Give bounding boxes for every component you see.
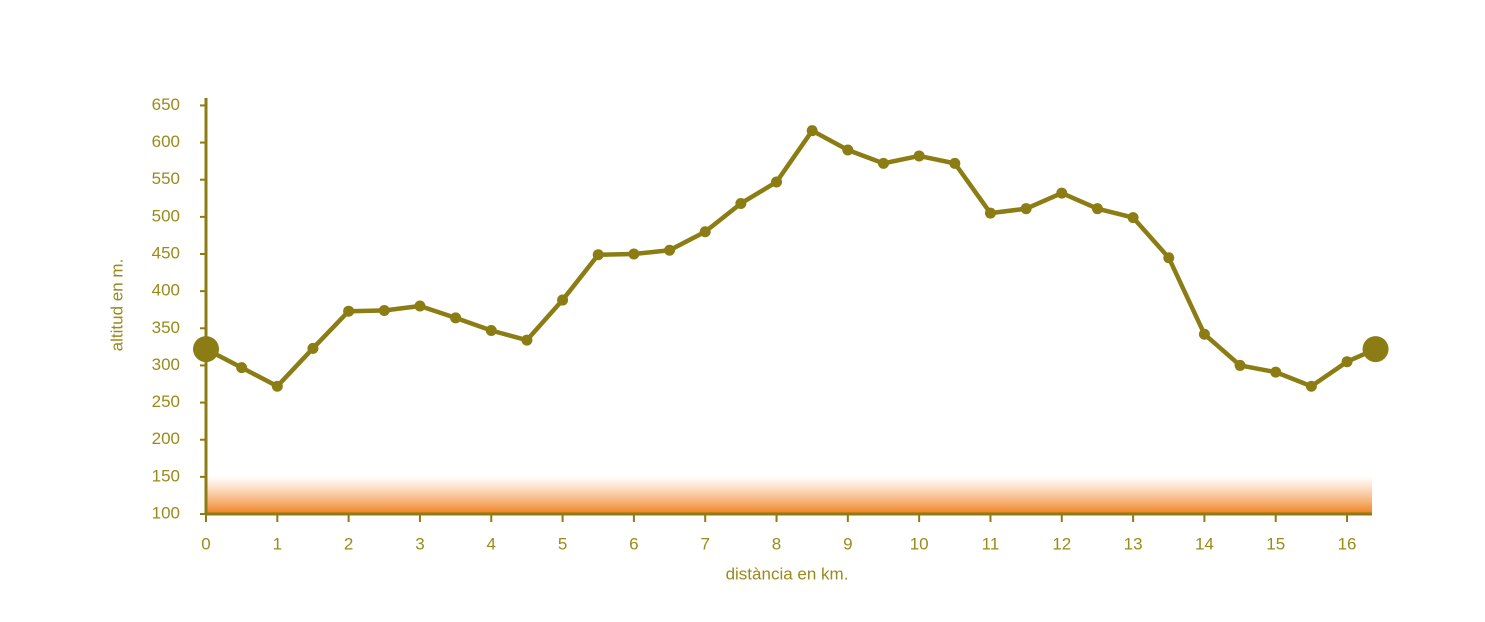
y-tick-label: 450	[152, 243, 180, 262]
x-tick-label: 16	[1338, 534, 1357, 553]
point	[343, 305, 355, 317]
point	[414, 300, 426, 312]
point	[1234, 359, 1246, 371]
point	[271, 380, 283, 392]
x-tick-label: 1	[273, 534, 282, 553]
point	[806, 125, 818, 137]
point	[521, 334, 533, 346]
y-tick-label: 600	[152, 132, 180, 151]
x-axis-label: distància en km.	[726, 564, 849, 583]
y-tick-label: 650	[152, 95, 180, 114]
y-tick-label: 250	[152, 392, 180, 411]
point	[592, 249, 604, 261]
endpoint-marker	[1362, 336, 1389, 363]
x-tick-label: 4	[487, 534, 496, 553]
y-tick-label: 550	[152, 169, 180, 188]
y-tick-label: 150	[152, 466, 180, 485]
point	[557, 294, 569, 306]
point	[877, 157, 889, 169]
y-tick-label: 350	[152, 318, 180, 337]
point	[1305, 380, 1317, 392]
point	[1163, 252, 1175, 264]
x-tick-label: 5	[558, 534, 567, 553]
point	[450, 312, 462, 324]
y-tick-label: 400	[152, 281, 180, 300]
point	[1127, 212, 1139, 224]
x-tick-label: 10	[910, 534, 929, 553]
x-tick-label: 3	[415, 534, 424, 553]
x-tick-label: 2	[344, 534, 353, 553]
y-axis-label: altitud en m.	[107, 259, 126, 352]
point	[236, 362, 248, 374]
x-tick-label: 15	[1266, 534, 1285, 553]
line	[204, 128, 1377, 389]
x-tick-label: 12	[1052, 534, 1071, 553]
x-tick-label: 6	[629, 534, 638, 553]
point	[485, 325, 497, 337]
point	[378, 304, 390, 316]
point	[1091, 203, 1103, 215]
point	[628, 248, 640, 260]
y-tick-label: 200	[152, 429, 180, 448]
point	[913, 150, 925, 162]
endpoint-marker	[193, 336, 219, 363]
point	[1270, 366, 1282, 378]
point	[771, 176, 783, 188]
point	[664, 244, 676, 256]
point	[1341, 356, 1353, 368]
x-tick-label: 8	[772, 534, 781, 553]
point	[699, 226, 711, 238]
x-tick-label: 13	[1124, 534, 1143, 553]
point	[842, 144, 854, 156]
point	[307, 342, 319, 354]
ground-band	[206, 476, 1372, 514]
y-tick-label: 100	[152, 503, 180, 522]
point	[735, 197, 747, 209]
point	[1198, 328, 1210, 340]
point	[984, 207, 996, 219]
x-tick-label: 14	[1195, 534, 1214, 553]
y-tick-label: 300	[152, 355, 180, 374]
x-tick-label: 0	[201, 534, 210, 553]
point	[1056, 187, 1068, 199]
point	[949, 157, 961, 169]
x-tick-label: 9	[843, 534, 852, 553]
x-tick-label: 11	[982, 534, 1000, 553]
x-tick-label: 7	[700, 534, 709, 553]
y-tick-label: 500	[152, 206, 180, 225]
point	[1020, 203, 1032, 215]
